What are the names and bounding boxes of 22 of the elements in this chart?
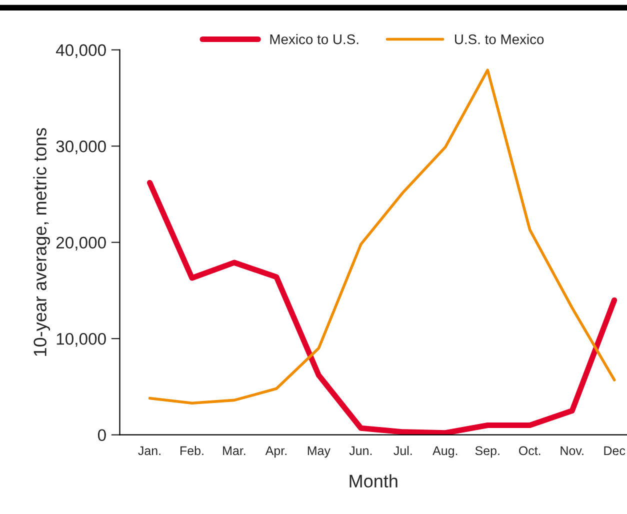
x-tick-label: Sep.	[475, 446, 500, 458]
x-tick-label: Jan.	[138, 446, 160, 456]
line-series	[148, 68, 616, 404]
x-tick-label: Jun.	[349, 446, 372, 456]
x-tick-label: Feb.	[180, 446, 204, 456]
x-tick-label: Nov.	[560, 446, 584, 456]
x-tick-label: Jul.	[394, 446, 412, 456]
y-axis-title: 10-year average, metric tons	[33, 128, 50, 356]
y-tick-label: 40,000	[56, 44, 106, 58]
y-tick-label: 30,000	[56, 140, 106, 154]
legend-label: Mexico to U.S.	[270, 34, 358, 44]
x-tick-label: Aug.	[432, 446, 458, 458]
x-tick-label: Apr.	[265, 446, 286, 458]
x-tick-label: Oct.	[518, 446, 540, 456]
x-axis-title: Month	[350, 474, 398, 488]
y-tick-label: 10,000	[56, 333, 106, 347]
legend-label: U.S. to Mexico	[455, 34, 544, 44]
y-tick-label: 0	[98, 429, 106, 442]
x-tick-label: May	[308, 446, 330, 458]
y-tick-label: 20,000	[56, 236, 106, 251]
x-tick-label: Mar.	[223, 446, 246, 456]
x-tick-label: Dec	[604, 446, 626, 456]
